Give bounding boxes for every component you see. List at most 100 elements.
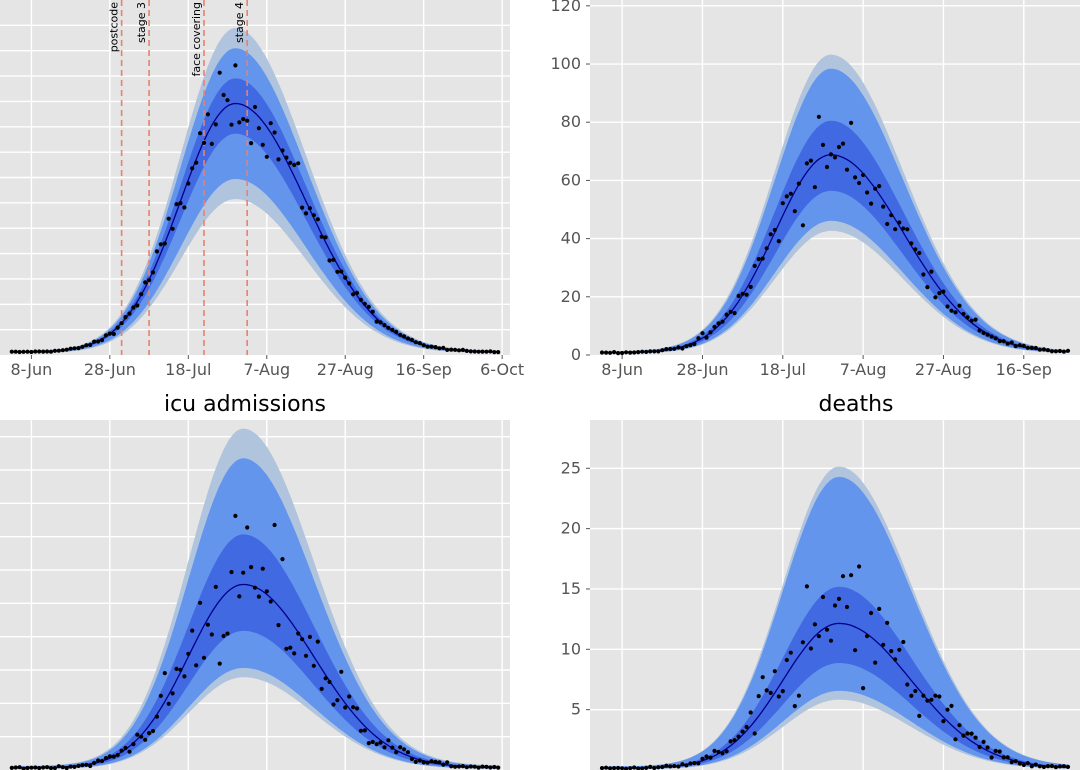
data-point [68, 346, 73, 351]
data-point [150, 728, 156, 734]
data-point [1045, 348, 1050, 353]
data-point [300, 205, 305, 210]
data-point [441, 345, 446, 350]
data-point [472, 349, 477, 354]
data-point [828, 152, 834, 157]
data-point [981, 330, 986, 335]
data-point [127, 311, 132, 316]
data-point [33, 765, 38, 770]
data-point [640, 349, 645, 354]
data-point [437, 760, 442, 765]
data-point [800, 223, 806, 228]
data-point [1037, 764, 1042, 769]
data-point [252, 585, 258, 590]
data-point [143, 737, 148, 742]
data-point [245, 525, 250, 530]
data-point [945, 304, 950, 309]
data-point [844, 604, 850, 610]
data-point [836, 144, 842, 150]
band-50-interval [11, 78, 499, 353]
data-point [680, 762, 685, 767]
data-point [272, 130, 277, 135]
data-point [268, 599, 273, 604]
data-point [704, 754, 709, 759]
data-point [873, 186, 878, 191]
data-point [981, 739, 986, 745]
data-point [977, 328, 982, 333]
data-point [103, 333, 108, 338]
data-point [865, 634, 870, 639]
data-point [327, 679, 332, 685]
data-point [933, 693, 938, 698]
data-point [260, 566, 265, 571]
data-point [893, 227, 898, 232]
hospital-panel: 8-Jun 28-Jun 18-Jul 7-Aug 27-Aug 16-Sep 0 20 40… [550, 0, 1080, 379]
data-point [969, 731, 974, 736]
data-point [198, 600, 203, 605]
data-point [390, 327, 395, 332]
data-point [68, 764, 73, 769]
data-point [857, 180, 862, 186]
data-point [897, 220, 902, 225]
data-point [857, 564, 862, 569]
data-point [464, 765, 469, 770]
x-tick-label: 7-Aug [840, 360, 887, 379]
data-point [9, 349, 14, 354]
data-point [362, 728, 367, 733]
data-point [272, 522, 277, 528]
data-point [832, 155, 838, 160]
data-point [632, 350, 637, 355]
data-point [13, 765, 18, 770]
data-point [724, 749, 729, 754]
data-point [245, 118, 250, 123]
data-point [816, 634, 822, 639]
data-point [752, 263, 757, 268]
deaths-title: deaths [818, 392, 893, 417]
data-point [256, 126, 261, 131]
data-point [382, 323, 387, 328]
data-point [808, 158, 814, 163]
x-tick-label: 27-Aug [317, 360, 374, 379]
data-point [1021, 762, 1026, 768]
data-point [174, 202, 179, 207]
data-point [378, 740, 383, 745]
data-point [366, 304, 371, 309]
data-point [33, 349, 38, 354]
data-point [284, 646, 289, 651]
data-point [453, 764, 458, 769]
data-point [712, 748, 717, 754]
data-point [154, 714, 159, 719]
data-point [182, 674, 187, 679]
data-point [374, 742, 379, 747]
data-point [241, 117, 246, 122]
data-point [929, 269, 934, 274]
data-point [201, 655, 207, 660]
data-point [728, 739, 733, 744]
data-point [820, 142, 826, 147]
data-point [957, 723, 962, 728]
data-point [1049, 763, 1054, 769]
data-point [449, 347, 454, 352]
data-point [768, 690, 773, 696]
data-point [1029, 764, 1034, 769]
data-point [351, 292, 356, 297]
data-point [429, 344, 434, 349]
data-point [25, 765, 30, 770]
data-point [76, 346, 81, 351]
data-point [343, 275, 348, 280]
data-point [937, 291, 942, 296]
data-point [776, 239, 781, 244]
data-point [636, 350, 641, 355]
data-point [41, 349, 46, 354]
data-point [456, 764, 462, 769]
data-point [901, 639, 906, 645]
data-point [468, 349, 473, 354]
data-point [1061, 349, 1066, 354]
data-point [861, 686, 866, 691]
data-point [229, 570, 234, 575]
data-point [370, 739, 375, 745]
data-point [684, 763, 689, 768]
data-point [764, 246, 769, 251]
data-point [804, 161, 810, 166]
data-point [604, 765, 609, 770]
